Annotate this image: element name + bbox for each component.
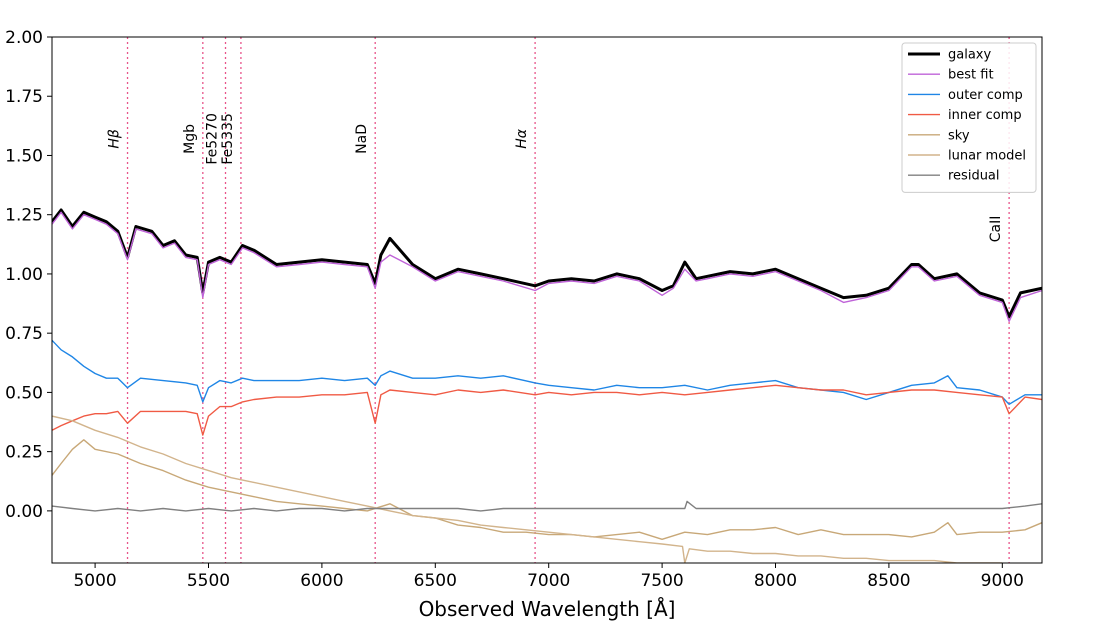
- spectral-line-label: Fe5335: [220, 113, 236, 165]
- legend-label-inner-comp: inner comp: [948, 108, 1022, 123]
- x-tick-label: 6500: [414, 571, 457, 591]
- series-best-fit: [52, 211, 1042, 322]
- legend-label-best-fit: best fit: [948, 68, 994, 83]
- series-inner-comp: [52, 384, 1042, 436]
- y-axis: 0.00 0.25 0.50 0.75 1.00 1.25 1.50 1.75 2.00: [5, 28, 52, 522]
- legend-label-residual: residual: [948, 169, 1000, 184]
- y-tick-label: 1.50: [5, 146, 43, 166]
- y-tick-label: 1.00: [5, 265, 43, 285]
- y-tick-label: 0.50: [5, 383, 43, 403]
- legend-label-lunar-model: lunar model: [948, 149, 1026, 164]
- series-outer-comp: [52, 339, 1042, 405]
- spectral-line-label: Hβ: [107, 129, 123, 149]
- series-lunar-model: [52, 415, 1003, 563]
- spectral-line-label: Fe5270: [205, 113, 221, 165]
- legend-label-sky: sky: [948, 128, 970, 143]
- spectral-line-labels: Hβ Mgb Fe5270 Fe5335 NaD Hα CaII: [107, 113, 1005, 242]
- y-tick-label: 0.75: [5, 324, 43, 344]
- plot-frame: [51, 36, 1043, 564]
- legend-label-galaxy: galaxy: [948, 48, 991, 63]
- x-tick-label: 5500: [187, 571, 230, 591]
- x-tick-label: 9000: [981, 571, 1024, 591]
- spectral-line-label: CaII: [988, 216, 1004, 243]
- x-tick-label: 8500: [867, 571, 910, 591]
- x-tick-label: 7000: [527, 571, 570, 591]
- spectral-line-label: Mgb: [182, 124, 198, 154]
- x-tick-label: 5000: [73, 571, 116, 591]
- x-tick-label: 7500: [640, 571, 683, 591]
- series-galaxy: [52, 208, 1042, 319]
- y-tick-label: 1.25: [5, 206, 43, 226]
- series-layer: [52, 208, 1042, 563]
- x-tick-label: 8000: [754, 571, 797, 591]
- spectral-line-label: NaD: [354, 124, 370, 154]
- x-axis-title: Observed Wavelength [Å]: [419, 597, 676, 621]
- y-tick-label: 0.25: [5, 443, 43, 463]
- series-residual: [52, 500, 1042, 512]
- y-tick-label: 0.00: [5, 502, 43, 522]
- legend-label-outer-comp: outer comp: [948, 88, 1023, 103]
- spectral-line-label: Hα: [514, 128, 530, 149]
- series-sky: [52, 439, 1042, 540]
- x-tick-label: 6000: [300, 571, 343, 591]
- x-axis: 5000 5500 6000 6500 7000 7500 8000 8500 9000: [73, 563, 1024, 591]
- y-tick-label: 1.75: [5, 87, 43, 107]
- y-tick-label: 2.00: [5, 28, 43, 48]
- legend: galaxy best fit outer comp inner comp sky lun…: [901, 42, 1037, 193]
